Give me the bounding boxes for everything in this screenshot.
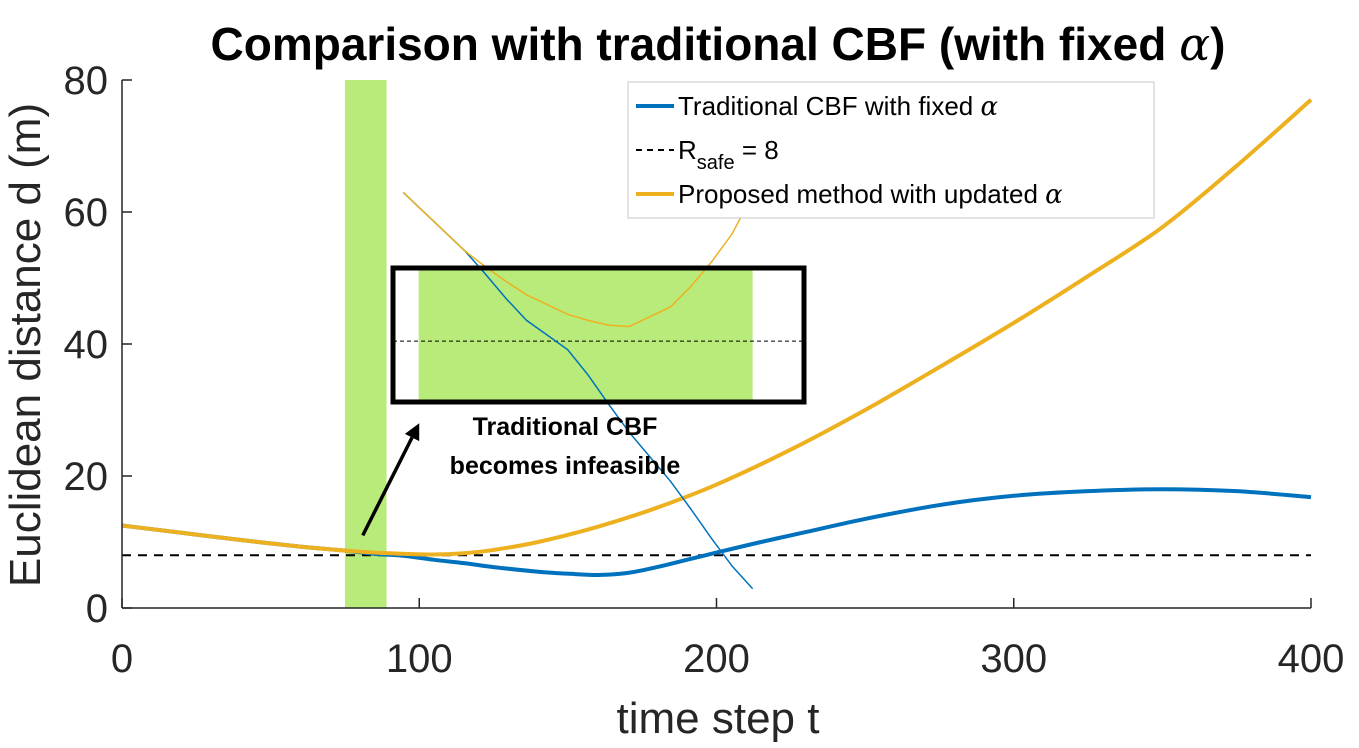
annotation-arrow bbox=[361, 436, 414, 537]
x-tick-label: 100 bbox=[386, 637, 453, 681]
legend-entry: Rsafe = 8 bbox=[678, 135, 779, 174]
y-tick-label: 80 bbox=[64, 59, 109, 103]
inset-infeasible-region bbox=[418, 268, 753, 402]
annotation-line-1: Traditional CBF bbox=[473, 413, 658, 441]
y-axis-label: Euclidean distance d (m) bbox=[1, 103, 50, 587]
chart-title: Comparison with traditional CBF (with fi… bbox=[211, 17, 1226, 71]
y-tick-label: 40 bbox=[64, 323, 109, 367]
y-tick-label: 0 bbox=[86, 587, 108, 631]
annotation-line-2: becomes infeasible bbox=[450, 452, 681, 480]
annotation-group: Traditional CBF becomes infeasible bbox=[361, 413, 681, 537]
inset-proposed-method-line bbox=[402, 191, 754, 328]
y-tick-label: 20 bbox=[64, 455, 109, 499]
annotation-arrowhead bbox=[404, 423, 420, 442]
legend-entry: Traditional CBF with fixed α bbox=[678, 91, 998, 122]
infeasible-region-group bbox=[344, 80, 387, 608]
tick-labels-group: 0 100 200 300 400 0 20 40 60 80 bbox=[64, 59, 1345, 681]
legend: Traditional CBF with fixed α Rsafe = 8 Pro… bbox=[627, 81, 1155, 219]
infeasible-region bbox=[344, 80, 387, 608]
inset-zoom-group bbox=[390, 191, 807, 590]
legend-entry: Proposed method with updated α bbox=[678, 179, 1063, 210]
x-tick-label: 300 bbox=[980, 637, 1047, 681]
x-tick-label: 0 bbox=[111, 637, 133, 681]
inset-frame bbox=[390, 265, 807, 405]
x-tick-label: 400 bbox=[1278, 637, 1345, 681]
axes-group bbox=[121, 79, 1312, 609]
proposed-method-line bbox=[121, 98, 1313, 557]
y-tick-label: 60 bbox=[64, 191, 109, 235]
x-axis-label: time step t bbox=[617, 694, 820, 743]
series-group bbox=[121, 98, 1313, 578]
traditional-cbf-line bbox=[121, 487, 1312, 578]
x-tick-label: 200 bbox=[683, 637, 750, 681]
legend-box bbox=[627, 81, 1155, 219]
